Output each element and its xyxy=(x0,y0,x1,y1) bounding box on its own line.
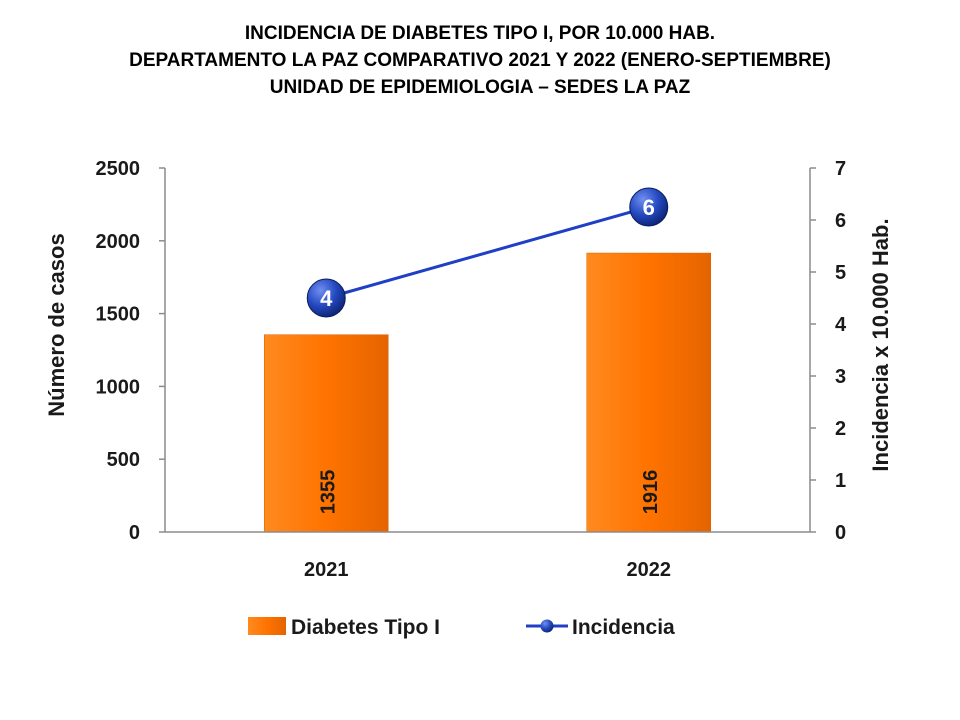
left-tick-label: 500 xyxy=(107,449,140,471)
right-tick-label: 2 xyxy=(835,418,846,440)
bar xyxy=(264,334,389,533)
title-line-3: UNIDAD DE EPIDEMIOLOGIA – SEDES LA PAZ xyxy=(269,77,691,98)
legend: Diabetes Tipo I Incidencia xyxy=(248,616,675,639)
left-tick-label: 0 xyxy=(129,522,140,544)
left-tick-label: 2000 xyxy=(96,231,141,253)
line-series: 46 xyxy=(306,187,669,318)
bar-data-label: 1355 xyxy=(317,470,339,515)
x-tick-label: 2021 xyxy=(304,559,349,581)
left-tick-label: 1500 xyxy=(96,304,141,326)
right-tick-label: 5 xyxy=(835,262,846,284)
legend-bar-label: Diabetes Tipo I xyxy=(291,616,440,639)
x-tick-label: 2022 xyxy=(627,559,672,581)
right-axis: 0 1 2 3 4 5 6 7 Incidencia x 10.000 Hab. xyxy=(809,158,893,544)
right-tick-label: 6 xyxy=(835,210,846,232)
x-axis: 2021 2022 xyxy=(165,531,810,581)
bar-series: 1355 1916 xyxy=(264,252,711,533)
title-line-1: INCIDENCIA DE DIABETES TIPO I, POR 10.00… xyxy=(244,23,716,44)
incidence-data-label: 4 xyxy=(320,286,333,311)
left-tick-label: 1000 xyxy=(96,376,141,398)
incidence-marker xyxy=(306,278,346,318)
legend-bar-swatch xyxy=(248,617,286,635)
bar-data-label: 1916 xyxy=(640,470,662,515)
bar xyxy=(586,252,711,533)
right-tick-label: 0 xyxy=(835,522,846,544)
y-axis-title: Número de casos xyxy=(44,233,69,416)
left-tick-label: 2500 xyxy=(96,158,141,180)
incidence-line xyxy=(325,205,650,300)
title-line-2: DEPARTAMENTO LA PAZ COMPARATIVO 2021 Y 2… xyxy=(129,50,831,71)
right-tick-label: 7 xyxy=(835,158,846,180)
right-tick-label: 4 xyxy=(835,314,847,336)
left-axis: 0 500 1000 1500 2000 2500 Número de casos xyxy=(44,158,166,544)
right-tick-label: 3 xyxy=(835,366,846,388)
y2-axis-title: Incidencia x 10.000 Hab. xyxy=(868,218,893,471)
incidence-marker xyxy=(629,187,669,227)
legend-marker-swatch xyxy=(540,619,554,633)
right-tick-label: 1 xyxy=(835,470,846,492)
chart-title: INCIDENCIA DE DIABETES TIPO I, POR 10.00… xyxy=(0,20,960,101)
incidence-data-label: 6 xyxy=(643,195,655,220)
legend-line-label: Incidencia xyxy=(572,616,675,639)
